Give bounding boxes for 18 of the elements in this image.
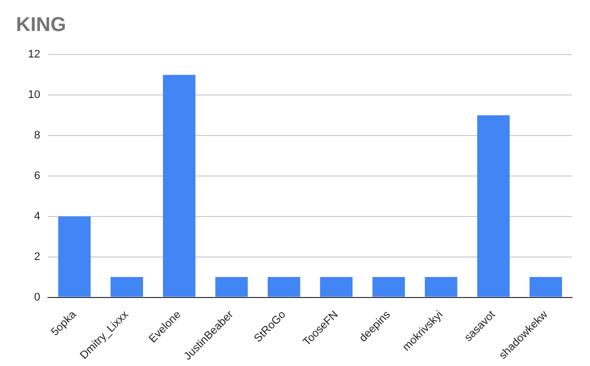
bar <box>268 277 300 297</box>
y-tick-label: 10 <box>28 89 40 102</box>
y-tick-label: 6 <box>34 170 40 182</box>
bar <box>372 277 405 297</box>
chart-title: KING <box>16 14 66 37</box>
y-tick-label: 8 <box>34 130 40 142</box>
bar <box>162 74 196 297</box>
bar <box>320 277 353 297</box>
bar <box>477 115 510 297</box>
y-tick-label: 2 <box>34 250 40 263</box>
y-tick-label: 0 <box>34 291 40 304</box>
bar <box>424 277 458 297</box>
bar <box>58 216 91 297</box>
y-tick-label: 4 <box>34 210 40 222</box>
bar <box>110 277 144 297</box>
bar <box>215 277 248 297</box>
bar <box>530 277 562 297</box>
y-tick-label: 12 <box>28 48 40 61</box>
